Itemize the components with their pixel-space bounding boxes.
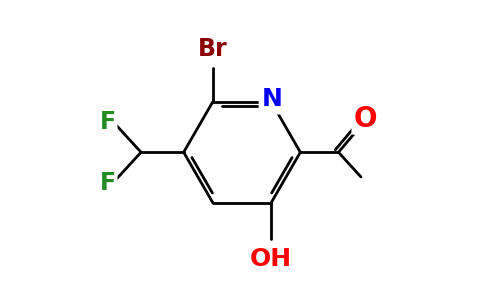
Text: OH: OH <box>250 247 292 271</box>
Text: Br: Br <box>198 37 227 61</box>
Text: O: O <box>354 105 377 133</box>
Text: N: N <box>262 88 283 112</box>
Text: F: F <box>100 110 116 134</box>
Text: F: F <box>100 171 116 195</box>
